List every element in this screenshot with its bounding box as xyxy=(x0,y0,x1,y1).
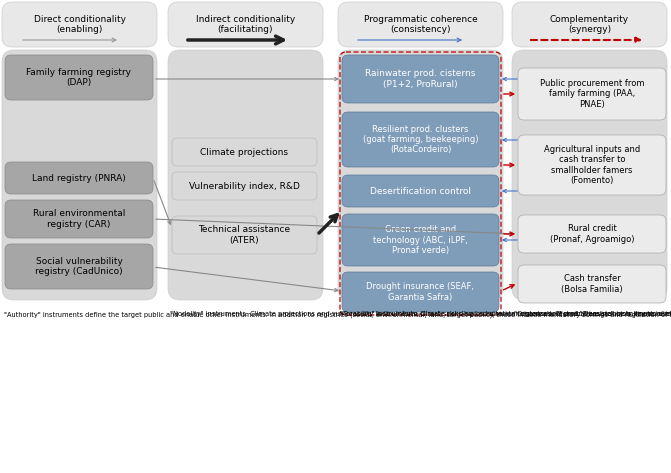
FancyBboxPatch shape xyxy=(342,175,499,207)
Text: Complementarity
(synergy): Complementarity (synergy) xyxy=(550,15,629,34)
FancyBboxPatch shape xyxy=(342,112,499,167)
Text: Resilient prod. clusters
(goat farming, beekeeping)
(RotaCordeiro): Resilient prod. clusters (goat farming, … xyxy=(363,124,478,154)
Text: Rural environmental
registry (CAR): Rural environmental registry (CAR) xyxy=(33,209,125,229)
FancyBboxPatch shape xyxy=(172,172,317,200)
FancyBboxPatch shape xyxy=(5,55,153,100)
FancyBboxPatch shape xyxy=(2,50,157,300)
Text: Climate projections: Climate projections xyxy=(201,148,289,157)
Text: Rural credit
(Pronaf, Agroamigo): Rural credit (Pronaf, Agroamigo) xyxy=(550,224,634,244)
Text: "Organization" and "Treasure" instruments use organizational and financial resou: "Organization" and "Treasure" instrument… xyxy=(514,311,671,317)
FancyBboxPatch shape xyxy=(168,50,323,300)
FancyBboxPatch shape xyxy=(512,50,667,300)
Text: Public procurement from
family farming (PAA,
PNAE): Public procurement from family farming (… xyxy=(539,79,644,109)
Text: Technical assistance
(ATER): Technical assistance (ATER) xyxy=(199,225,291,245)
FancyBboxPatch shape xyxy=(5,162,153,194)
Text: Green credit and
technology (ABC, iLPF,
Pronaf verde): Green credit and technology (ABC, iLPF, … xyxy=(373,225,468,255)
FancyBboxPatch shape xyxy=(518,265,666,303)
Text: Indirect conditionality
(facilitating): Indirect conditionality (facilitating) xyxy=(196,15,295,34)
FancyBboxPatch shape xyxy=(338,50,503,300)
Text: Programmatic coherence
(consistency): Programmatic coherence (consistency) xyxy=(364,15,477,34)
FancyBboxPatch shape xyxy=(518,215,666,253)
FancyBboxPatch shape xyxy=(518,135,666,195)
Text: Agricultural inputs and
cash transfer to
smallholder famers
(Fomento): Agricultural inputs and cash transfer to… xyxy=(544,145,640,185)
FancyBboxPatch shape xyxy=(172,138,317,166)
Text: Vulnerability index, R&D: Vulnerability index, R&D xyxy=(189,182,300,191)
FancyBboxPatch shape xyxy=(172,216,317,254)
Text: Land registry (PNRA): Land registry (PNRA) xyxy=(32,174,126,183)
FancyBboxPatch shape xyxy=(342,55,499,103)
FancyBboxPatch shape xyxy=(342,272,499,312)
Text: Family farming registry
(DAP): Family farming registry (DAP) xyxy=(26,68,132,87)
FancyBboxPatch shape xyxy=(518,68,666,120)
Text: "Authority" instruments define the target public and enable other instruments. I: "Authority" instruments define the targe… xyxy=(4,311,671,317)
Text: Desertification control: Desertification control xyxy=(370,186,471,195)
FancyBboxPatch shape xyxy=(512,2,667,47)
FancyBboxPatch shape xyxy=(168,2,323,47)
FancyBboxPatch shape xyxy=(5,200,153,238)
FancyBboxPatch shape xyxy=(342,214,499,266)
Text: Rainwater prod. cisterns
(P1+2, ProRural): Rainwater prod. cisterns (P1+2, ProRural… xyxy=(365,70,476,89)
FancyBboxPatch shape xyxy=(338,2,503,47)
Text: Cash transfer
(Bolsa Familia): Cash transfer (Bolsa Familia) xyxy=(561,274,623,294)
Text: Direct conditionality
(enabling): Direct conditionality (enabling) xyxy=(34,15,125,34)
Text: "Treasure" instruments. Direct spending on rainwater cisterns and productive inc: "Treasure" instruments. Direct spending … xyxy=(340,311,671,317)
Text: Drought insurance (SEAF,
Garantia Safra): Drought insurance (SEAF, Garantia Safra) xyxy=(366,282,474,302)
Text: Social vulnerability
registry (CadUnico): Social vulnerability registry (CadUnico) xyxy=(35,257,123,276)
FancyBboxPatch shape xyxy=(2,2,157,47)
Text: "Nodality" instruments. Climate projections and vulnerability index inform clima: "Nodality" instruments. Climate projecti… xyxy=(170,311,671,317)
FancyBboxPatch shape xyxy=(5,244,153,289)
